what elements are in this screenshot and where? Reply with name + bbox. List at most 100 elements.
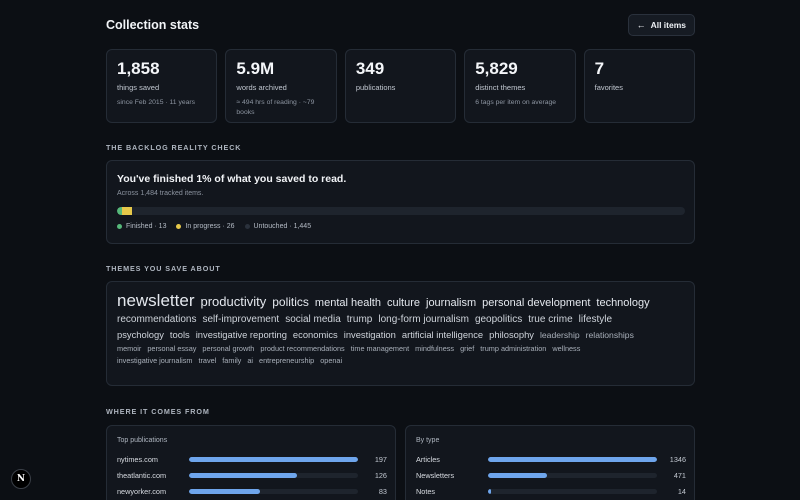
publication-row[interactable]: theatlantic.com 126 xyxy=(117,470,387,480)
theme-tag[interactable]: long-form journalism xyxy=(378,314,469,325)
type-count: 14 xyxy=(677,486,686,496)
publication-label: theatlantic.com xyxy=(117,470,167,480)
theme-tag[interactable]: lifestyle xyxy=(578,314,613,325)
stat-value: 7 xyxy=(594,59,605,78)
stat-card-publications: 349 publications xyxy=(344,49,457,123)
stat-value: 5.9M xyxy=(236,59,275,78)
legend-in-progress: In progress · 26 xyxy=(176,223,235,230)
theme-tag[interactable]: entrepreneurship xyxy=(259,355,315,365)
type-label: Notes xyxy=(416,486,436,496)
top-publications-title: Top publications xyxy=(117,437,168,444)
all-items-label: All items xyxy=(650,20,686,30)
theme-tag[interactable]: self-improvement xyxy=(202,314,280,325)
theme-cloud: newsletter productivity politics mental hea… xyxy=(117,292,687,364)
type-label: Articles xyxy=(416,454,440,464)
publication-label: nytimes.com xyxy=(117,454,158,464)
legend-untouched: Untouched · 1,445 xyxy=(244,223,311,230)
in-progress-dot-icon xyxy=(176,224,182,229)
theme-tag[interactable]: psychology xyxy=(117,329,164,340)
legend-finished: Finished · 13 xyxy=(117,223,166,230)
theme-tag[interactable]: personal development xyxy=(482,297,591,309)
all-items-button[interactable]: ← All items xyxy=(627,14,695,36)
theme-tag[interactable]: geopolitics xyxy=(474,314,523,325)
theme-tag[interactable]: mental health xyxy=(314,297,381,309)
publication-row[interactable]: newyorker.com 83 xyxy=(117,486,387,496)
type-bar xyxy=(488,472,548,478)
stat-card-things-saved: 1,858 things saved since Feb 2015 · 11 y… xyxy=(106,49,218,123)
stats-row: 1,858 things saved since Feb 2015 · 11 y… xyxy=(106,49,696,123)
stat-sub: ≈ 494 hrs of reading · ~79 books xyxy=(236,99,315,116)
stat-card-distinct-themes: 5,829 distinct themes 6 tags per item on… xyxy=(464,49,576,123)
theme-tag[interactable]: investigative journalism xyxy=(117,355,193,365)
theme-tag[interactable]: tools xyxy=(169,329,190,340)
publication-bar-track xyxy=(189,472,358,478)
stat-sub: since Feb 2015 · 11 years xyxy=(117,99,196,106)
theme-tag[interactable]: trump xyxy=(346,314,373,325)
theme-tag[interactable]: recommendations xyxy=(117,314,197,325)
theme-row: newsletter productivity politics mental hea… xyxy=(117,292,687,309)
untouched-dot-icon xyxy=(244,224,250,229)
themes-heading: THEMES YOU SAVE ABOUT xyxy=(106,264,221,273)
page-title: Collection stats xyxy=(106,18,200,32)
type-bar-track xyxy=(488,456,657,462)
theme-tag[interactable]: culture xyxy=(386,297,420,309)
publication-count: 83 xyxy=(378,486,387,496)
backlog-legend: Finished · 13 In progress · 26 Untouched… xyxy=(117,223,311,230)
type-row[interactable]: Articles 1346 xyxy=(416,454,686,464)
publication-bar-track xyxy=(189,456,358,462)
type-row[interactable]: Notes 14 xyxy=(416,486,686,496)
stat-label: distinct themes xyxy=(475,83,526,92)
publication-bar xyxy=(189,456,358,462)
theme-tag[interactable]: mindfulness xyxy=(415,343,455,353)
type-row[interactable]: Newsletters 471 xyxy=(416,470,686,480)
theme-tag[interactable]: technology xyxy=(596,297,650,309)
arrow-left-icon: ← xyxy=(636,19,646,30)
theme-tag[interactable]: true crime xyxy=(528,314,573,325)
type-bar-track xyxy=(488,472,657,478)
theme-tag[interactable]: openai xyxy=(320,355,343,365)
theme-row: recommendations self-improvement social me… xyxy=(117,315,687,325)
theme-tag[interactable]: family xyxy=(222,355,242,365)
theme-tag[interactable]: philosophy xyxy=(489,329,534,340)
stat-value: 1,858 xyxy=(117,59,160,78)
theme-tag[interactable]: productivity xyxy=(200,294,267,309)
theme-tag[interactable]: trump administration xyxy=(480,343,547,353)
theme-tag[interactable]: personal essay xyxy=(147,343,197,353)
theme-tag[interactable]: wellness xyxy=(552,343,581,353)
backlog-subtitle: Across 1,484 tracked items. xyxy=(117,190,204,197)
theme-tag[interactable]: social media xyxy=(285,314,341,325)
backlog-progress-bar xyxy=(117,207,685,215)
stat-label: favorites xyxy=(594,83,623,92)
stat-value: 349 xyxy=(355,59,385,78)
theme-tag[interactable]: travel xyxy=(198,355,217,365)
theme-tag[interactable]: grief xyxy=(460,343,475,353)
theme-tag[interactable]: investigative reporting xyxy=(195,329,287,340)
type-label: Newsletters xyxy=(416,470,455,480)
theme-row: investigative journalism travel family ai en… xyxy=(117,355,687,365)
publication-row[interactable]: nytimes.com 197 xyxy=(117,454,387,464)
theme-tag[interactable]: politics xyxy=(272,295,309,309)
app-logo-icon[interactable]: N xyxy=(11,469,31,489)
theme-tag[interactable]: leadership xyxy=(539,330,580,340)
type-bar xyxy=(488,456,657,462)
sources-heading: WHERE IT COMES FROM xyxy=(106,407,210,416)
backlog-title: You've finished 1% of what you saved to … xyxy=(117,173,347,185)
theme-tag[interactable]: newsletter xyxy=(117,291,195,310)
theme-tag[interactable]: relationships xyxy=(585,330,634,340)
stat-card-favorites: 7 favorites xyxy=(583,49,696,123)
theme-tag[interactable]: journalism xyxy=(426,297,477,309)
theme-tag[interactable]: personal growth xyxy=(202,343,255,353)
theme-tag[interactable]: product recommendations xyxy=(260,343,345,353)
progress-finished-segment xyxy=(117,207,122,215)
publication-count: 197 xyxy=(374,454,387,464)
theme-tag[interactable]: ai xyxy=(247,355,254,365)
theme-tag[interactable]: investigation xyxy=(343,329,396,340)
theme-tag[interactable]: time management xyxy=(350,343,410,353)
backlog-card: You've finished 1% of what you saved to … xyxy=(106,160,695,244)
theme-tag[interactable]: economics xyxy=(292,329,338,340)
stat-sub: 6 tags per item on average xyxy=(475,99,557,106)
theme-tag[interactable]: artificial intelligence xyxy=(401,329,484,340)
type-count: 471 xyxy=(673,470,686,480)
theme-tag[interactable]: memoir xyxy=(117,343,142,353)
publication-bar xyxy=(189,488,261,494)
